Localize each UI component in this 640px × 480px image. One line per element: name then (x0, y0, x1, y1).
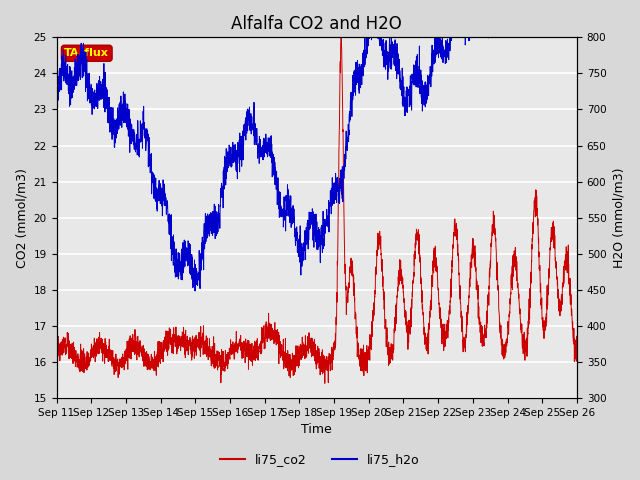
Title: Alfalfa CO2 and H2O: Alfalfa CO2 and H2O (232, 15, 402, 33)
Text: TA_flux: TA_flux (65, 48, 109, 59)
X-axis label: Time: Time (301, 423, 332, 436)
Legend: li75_co2, li75_h2o: li75_co2, li75_h2o (215, 448, 425, 471)
Y-axis label: H2O (mmol/m3): H2O (mmol/m3) (612, 168, 625, 268)
Y-axis label: CO2 (mmol/m3): CO2 (mmol/m3) (15, 168, 28, 267)
